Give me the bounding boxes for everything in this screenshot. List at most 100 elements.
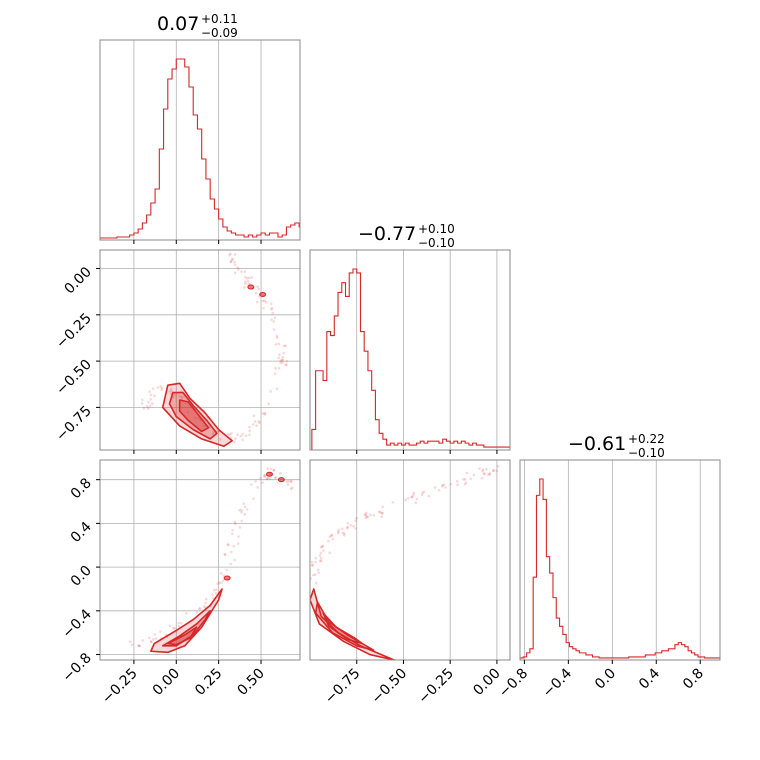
ytick-label: 0.00 — [61, 264, 94, 297]
scatter-point — [279, 359, 282, 363]
scatter-point — [263, 299, 266, 302]
scatter-point — [195, 611, 199, 614]
scatter-point — [244, 280, 247, 284]
scatter-point — [243, 275, 247, 279]
density-blob — [223, 575, 231, 581]
scatter-point — [277, 356, 280, 360]
title-hist-0: 0.07 +0.11 −0.09 — [157, 12, 238, 40]
scatter-point — [263, 475, 267, 478]
scatter-point — [220, 581, 223, 585]
scatter-point — [149, 640, 153, 644]
scatter-point — [274, 476, 278, 479]
scatter-point — [229, 260, 233, 264]
scatter-point — [441, 484, 444, 487]
scatter-point — [203, 605, 206, 608]
scatter-point — [233, 253, 237, 256]
scatter-point — [364, 516, 368, 520]
ytick-label: −0.75 — [53, 403, 95, 445]
scatter-point — [223, 553, 227, 557]
scatter-point — [415, 497, 419, 501]
scatter-point — [286, 483, 290, 486]
scatter-point — [212, 430, 215, 434]
title-minus-2: −0.10 — [628, 446, 665, 460]
scatter-point — [226, 432, 230, 436]
scatter-point — [441, 485, 444, 488]
scatter-point — [480, 476, 484, 480]
scatter-point — [151, 638, 155, 641]
scatter-point — [328, 551, 332, 554]
scatter-point — [372, 514, 376, 517]
scatter-point — [465, 471, 469, 475]
scatter-point — [232, 544, 236, 548]
ytick-label: −0.50 — [53, 357, 95, 399]
scatter-point — [128, 640, 132, 643]
scatter-point — [427, 494, 431, 498]
scatter-point — [225, 568, 228, 572]
scatter-point — [289, 480, 293, 483]
scatter-point — [212, 432, 215, 436]
scatter-point — [261, 412, 265, 415]
scatter-point — [240, 519, 243, 523]
scatter-point — [233, 440, 236, 444]
scatter-point — [228, 433, 232, 436]
axes-frame — [99, 249, 301, 451]
scatter-point — [433, 486, 437, 489]
hist-step-line — [311, 268, 510, 450]
scatter-point — [149, 640, 153, 643]
scatter-point — [150, 402, 154, 405]
scatter-point — [264, 301, 268, 304]
scatter-point — [481, 468, 485, 471]
scatter-point — [410, 495, 414, 499]
scatter-point — [252, 497, 255, 501]
scatter-point — [240, 510, 243, 514]
scatter-point — [314, 560, 318, 564]
scatter-point — [227, 543, 230, 547]
scatter-point — [241, 438, 244, 442]
scatter-point — [491, 469, 495, 473]
scatter-point — [274, 366, 277, 370]
panel-scatter-1-0: 0.00 −0.25 −0.50−0.75 — [53, 249, 301, 454]
scatter-point — [244, 282, 247, 285]
scatter-point — [180, 395, 184, 399]
scatter-point — [263, 413, 267, 416]
scatter-point — [168, 390, 172, 393]
contour-level-2 — [178, 399, 210, 433]
scatter-point — [327, 539, 330, 543]
scatter-point — [421, 491, 424, 495]
scatter-point — [245, 508, 249, 511]
scatter-point — [483, 472, 486, 476]
scatter-point — [263, 474, 266, 477]
title-hist-2: −0.61 +0.22 −0.10 — [568, 432, 665, 460]
scatter-point — [336, 531, 340, 535]
title-value-1: −0.77 — [358, 223, 416, 245]
scatter-point — [285, 360, 289, 363]
scatter-point — [178, 394, 182, 398]
scatter-point — [186, 410, 190, 414]
scatter-point — [198, 607, 201, 611]
scatter-point — [321, 549, 325, 552]
scatter-point — [197, 417, 200, 420]
scatter-point — [444, 486, 448, 489]
scatter-point — [355, 516, 358, 520]
title-plus-1: +0.10 — [418, 222, 455, 236]
scatter-point — [160, 386, 164, 390]
scatter-point — [245, 277, 249, 280]
scatter-point — [330, 534, 334, 538]
scatter-point — [381, 511, 384, 515]
scatter-point — [363, 513, 367, 516]
scatter-point — [219, 438, 222, 441]
scatter-point — [137, 644, 141, 647]
scatter-point — [248, 433, 251, 437]
density-blob — [247, 284, 255, 290]
xtick-label: 0.50 — [234, 666, 267, 699]
scatter-point — [279, 471, 282, 475]
scatter-point — [262, 306, 265, 310]
panel-hist-1 — [309, 249, 511, 454]
hist-step-line — [520, 478, 720, 660]
plot-area-hist-1 — [311, 268, 510, 450]
scatter-point — [275, 387, 279, 391]
scatter-point — [253, 420, 257, 423]
scatter-point — [311, 563, 314, 567]
scatter-point — [346, 525, 350, 529]
xtick-label: −0.25 — [415, 666, 457, 708]
